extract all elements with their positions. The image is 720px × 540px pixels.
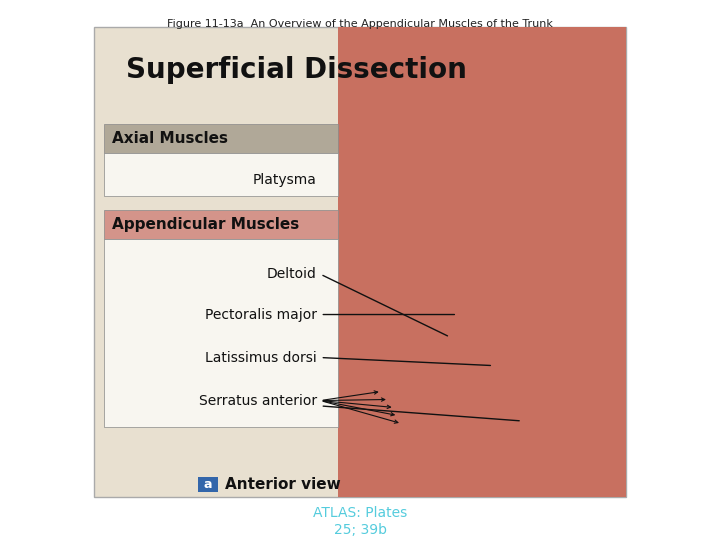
Text: Pectoralis major: Pectoralis major [204,307,317,321]
FancyBboxPatch shape [104,153,338,196]
Text: Anterior view: Anterior view [225,477,341,492]
Text: Figure 11-13a  An Overview of the Appendicular Muscles of the Trunk: Figure 11-13a An Overview of the Appendi… [167,19,553,29]
Text: Platysma: Platysma [253,173,317,187]
FancyBboxPatch shape [198,477,218,492]
FancyBboxPatch shape [94,27,626,497]
Text: Superficial Dissection: Superficial Dissection [126,57,467,84]
Text: Deltoid: Deltoid [267,267,317,281]
FancyBboxPatch shape [104,239,338,428]
Text: Axial Muscles: Axial Muscles [112,131,228,146]
Text: Serratus anterior: Serratus anterior [199,394,317,408]
FancyBboxPatch shape [338,27,626,497]
FancyBboxPatch shape [104,124,338,153]
Text: a: a [204,478,212,491]
Text: Latissimus dorsi: Latissimus dorsi [205,350,317,365]
Text: ATLAS: Plates: ATLAS: Plates [313,507,407,521]
FancyBboxPatch shape [104,210,338,239]
Text: 25; 39b: 25; 39b [333,523,387,537]
Text: Appendicular Muscles: Appendicular Muscles [112,217,299,232]
